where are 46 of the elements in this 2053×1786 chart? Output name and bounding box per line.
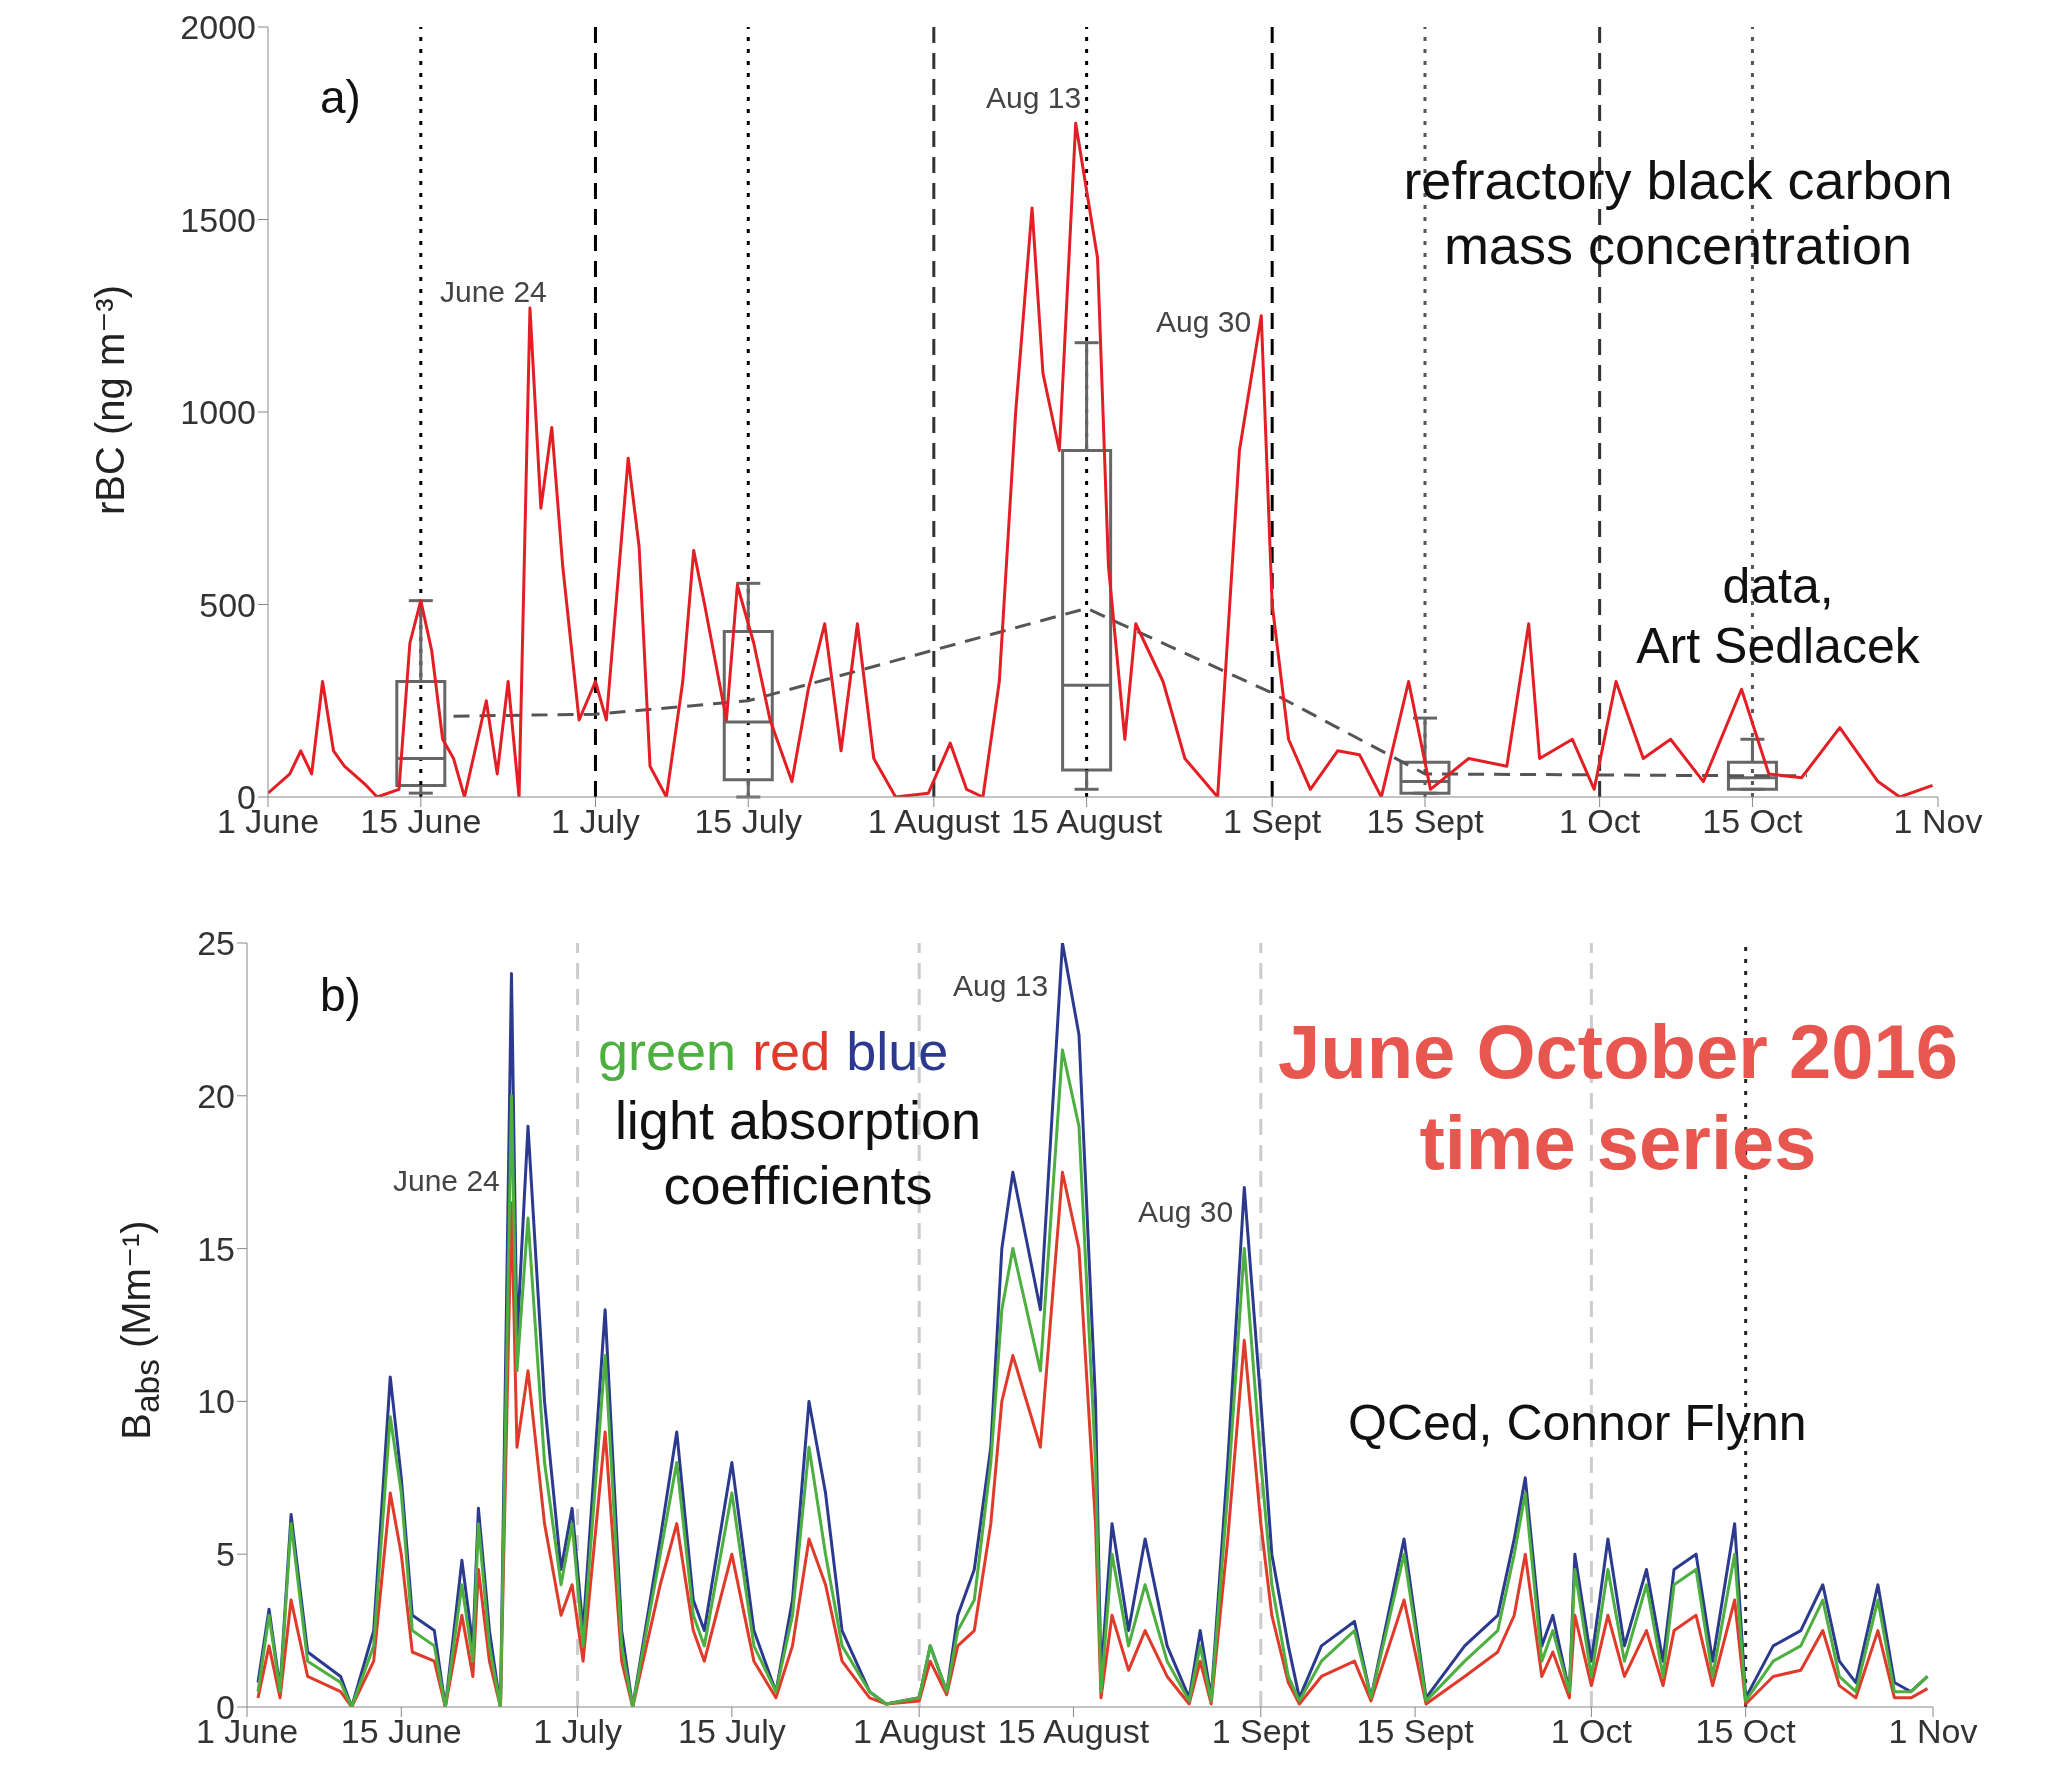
y-tick-label: 25	[197, 924, 235, 963]
x-tick-label: 15 August	[1011, 802, 1163, 841]
y-tick-label: 500	[199, 585, 256, 624]
y-tick-label: 5	[216, 1535, 235, 1574]
x-tick-label: 1 July	[551, 802, 640, 841]
y-tick-label: 20	[197, 1076, 235, 1115]
annotation: refractory black carbon mass concentration	[1402, 149, 1954, 277]
x-tick-label: 1 Sept	[1211, 1712, 1311, 1751]
annotation: QCed, Connor Flynn	[1348, 1394, 1807, 1453]
annotation: Aug 13	[953, 968, 1049, 1004]
x-tick-label: 15 Oct	[1702, 802, 1804, 841]
x-tick-label: 1 Nov	[1888, 1712, 1978, 1751]
y-tick-label: 1000	[180, 393, 256, 432]
y-tick-label: 15	[197, 1229, 235, 1268]
x-tick-label: 15 June	[360, 802, 482, 841]
x-tick-label: 1 Nov	[1893, 802, 1983, 841]
x-tick-label: 15 Oct	[1695, 1712, 1797, 1751]
x-tick-label: 15 Sept	[1366, 802, 1485, 841]
annotation: light absorption coefficients	[613, 1089, 983, 1217]
y-tick-label: 10	[197, 1382, 235, 1421]
annotation: June 24	[440, 274, 547, 310]
x-tick-label: 1 Oct	[1559, 802, 1641, 841]
x-tick-label: 1 Sept	[1223, 802, 1322, 841]
x-tick-label: 15 July	[694, 802, 803, 841]
annotation: Aug 13	[986, 80, 1082, 116]
x-tick-label: 1 August	[867, 802, 1001, 841]
y-axis-title: rBC (ng m⁻³)	[87, 285, 133, 515]
x-tick-label: 1 Oct	[1550, 1712, 1633, 1751]
y-tick-label: 2000	[180, 8, 256, 47]
annotation: data, Art Sedlacek	[1635, 557, 1921, 676]
series-label: blue	[846, 1021, 949, 1081]
y-tick-label: 1500	[180, 200, 256, 239]
annotation: a)	[320, 70, 361, 125]
annotation: June 24	[393, 1163, 500, 1199]
annotation: Aug 30	[1156, 304, 1252, 340]
x-tick-label: 15 July	[678, 1712, 786, 1751]
series-label: green	[598, 1021, 737, 1081]
x-tick-label: 1 July	[533, 1712, 622, 1751]
x-tick-label: 15 August	[997, 1712, 1150, 1751]
x-tick-label: 15 Sept	[1356, 1712, 1475, 1751]
annotation: Aug 30	[1138, 1194, 1234, 1230]
annotation: June October 2016 time series	[1276, 1008, 1960, 1188]
x-tick-label: 1 August	[853, 1712, 986, 1751]
x-tick-label: 15 June	[340, 1712, 462, 1751]
annotation: b)	[320, 968, 361, 1023]
text: red	[752, 1021, 831, 1081]
